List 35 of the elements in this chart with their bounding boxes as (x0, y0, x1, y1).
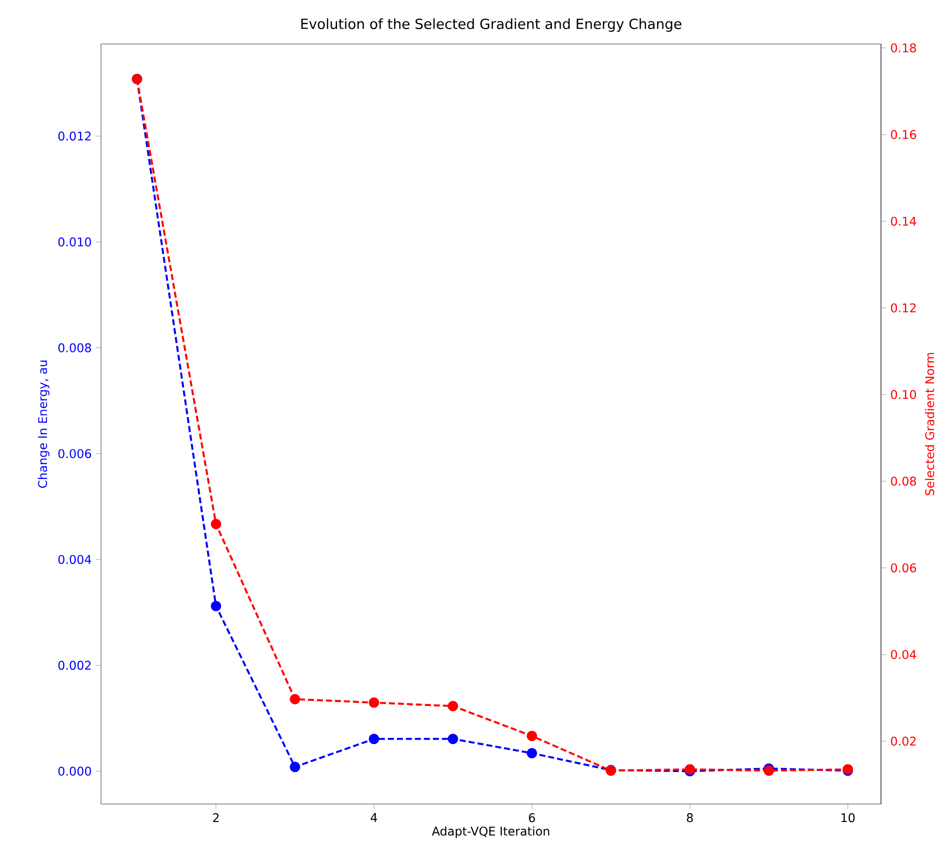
x-tick-label: 4 (370, 813, 378, 822)
point (290, 694, 300, 704)
y2-tick-label: 0.02 (890, 736, 916, 746)
point (526, 730, 538, 742)
y2-tick-label: 0.04 (890, 650, 916, 660)
point (290, 762, 300, 772)
y2-tick-label: 0.10 (890, 390, 916, 400)
point (448, 700, 458, 712)
x-tick-label: 8 (686, 813, 693, 822)
y2-axis-title: Selected Gradient Norm (924, 352, 934, 496)
point (210, 600, 222, 612)
y-tick-label: 0.010 (58, 237, 92, 246)
y2-tick-label: 0.18 (890, 43, 916, 52)
y-tick-label: 0.004 (58, 554, 92, 564)
y2-tick-label: 0.06 (890, 563, 916, 572)
point (448, 734, 458, 744)
y-axis-title: Change In Energy, au (38, 360, 50, 488)
y-tick-label: 0.006 (58, 449, 92, 458)
x-axis-title: Adapt-VQE Iteration (432, 826, 550, 838)
y2-tick-label: 0.14 (890, 216, 916, 226)
x-tick-label: 2 (213, 813, 219, 822)
y-tick-label: 0.002 (58, 660, 91, 670)
point (368, 697, 380, 708)
y2-tick-label: 0.12 (890, 303, 916, 312)
y-tick-label: 0.000 (58, 766, 92, 776)
y-tick-label: 0.012 (58, 132, 91, 141)
y-tick-label: 0.008 (58, 343, 91, 352)
y2-tick-label: 0.16 (890, 130, 916, 140)
chart-title: Evolution of the Selected Gradient and Energy Change (301, 18, 682, 32)
x-tick-label: 10 (842, 813, 855, 822)
y2-tick-label: 0.08 (890, 476, 916, 486)
x-tick-label: 6 (528, 813, 535, 822)
point (368, 734, 380, 744)
point (210, 518, 222, 530)
point (526, 748, 538, 758)
